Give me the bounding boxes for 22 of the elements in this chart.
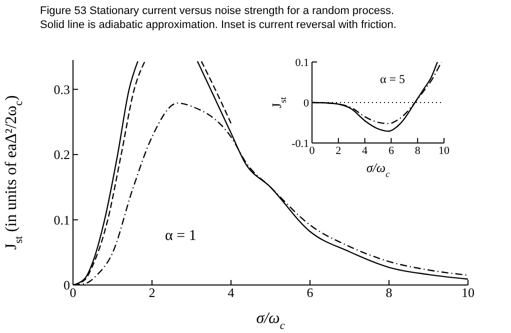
y-tick-label: -0.1 [292, 138, 309, 150]
x-tick-label: 4 [228, 285, 235, 300]
x-tick-label: 10 [462, 285, 474, 300]
x-tick-label: 6 [388, 144, 394, 157]
x-axis-title: σ/ω$_{c}$ [366, 160, 390, 179]
chart-title: Figure 53 Stationary current versus noise strength for a random process. [40, 4, 396, 18]
x-tick-label: 6 [306, 285, 314, 300]
x-tick-label: 8 [386, 285, 392, 300]
y-tick-label: 0.2 [54, 147, 70, 162]
x-tick-label: 2 [336, 144, 342, 157]
annotation: α = 1 [165, 228, 196, 245]
y-tick-label: 0 [304, 97, 310, 110]
y-tick-label: 0.1 [295, 56, 309, 69]
x-tick-label: 8 [414, 144, 421, 157]
y-tick-label: 0.1 [54, 212, 70, 228]
x-axis-title: σ/ω$_{c}$ [256, 310, 285, 332]
chart-subtitle: Solid line is adiabatic approximation. Inset is current reversal with friction. [40, 18, 396, 32]
y-tick-label: 0.3 [54, 82, 70, 97]
x-tick-label: 2 [148, 285, 156, 300]
annotation: α = 5 [380, 72, 406, 87]
x-tick-label: 4 [362, 144, 368, 157]
x-tick-label: 10 [438, 144, 450, 157]
